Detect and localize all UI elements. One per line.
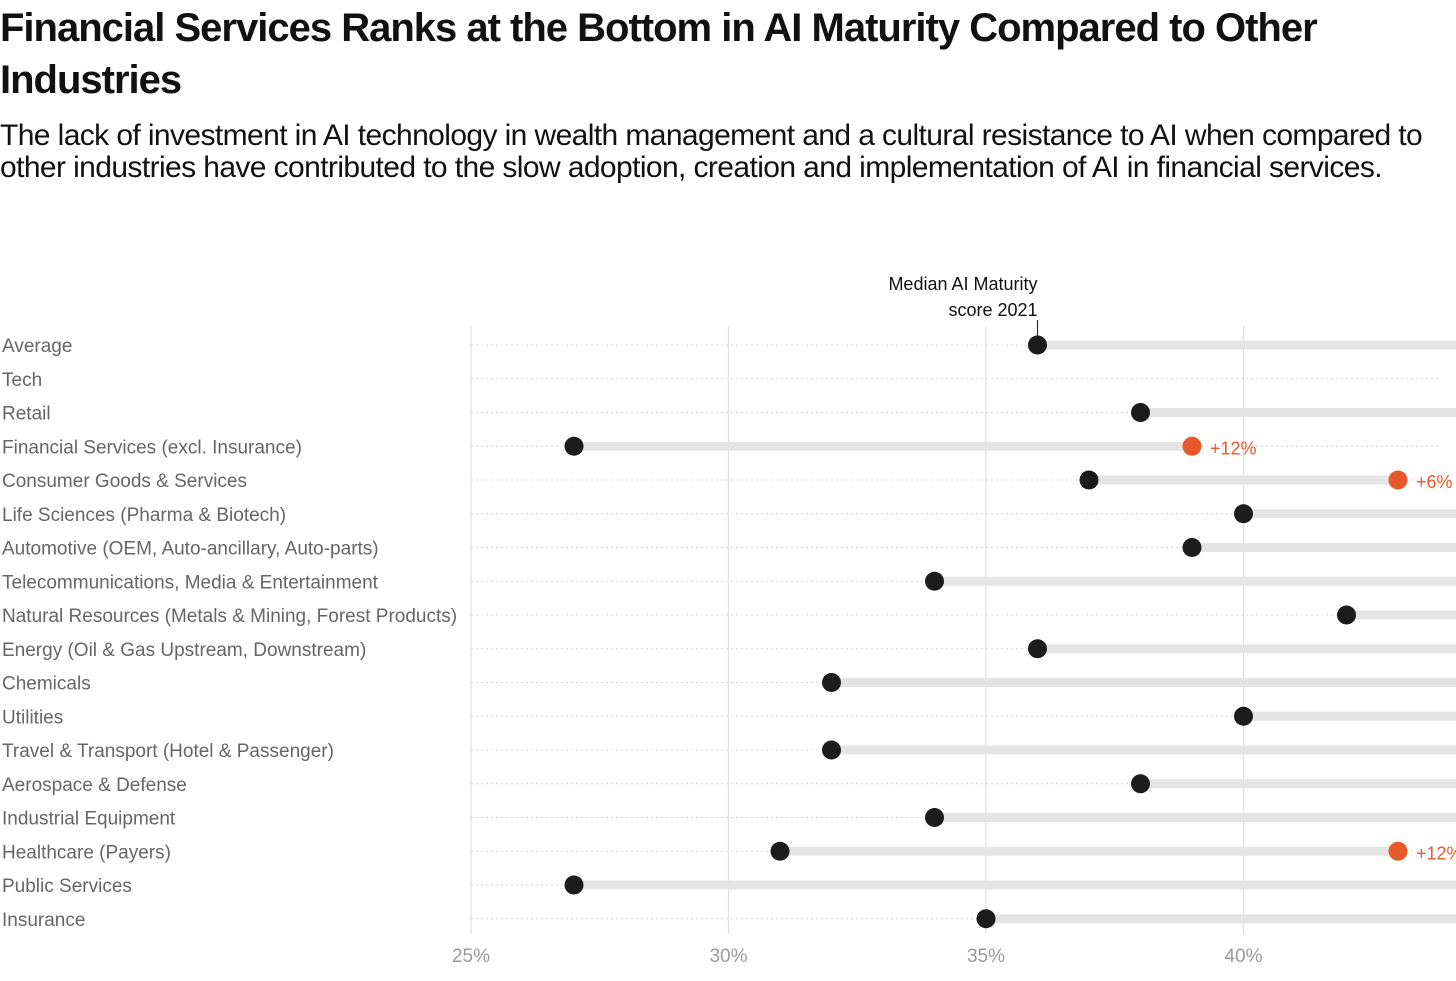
point-2021 [822, 740, 841, 760]
x-axis-ticks: 25%30%35%40%45%50%55%60% [452, 946, 1263, 967]
category-label: Tech [2, 370, 42, 391]
annotation-2021-line: Median AI Maturity [888, 274, 1037, 294]
point-2021 [770, 841, 790, 861]
point-2021 [1182, 538, 1202, 557]
point-2021 [1234, 504, 1253, 524]
category-label: Industrial Equipment [2, 809, 176, 830]
category-label: Automotive (OEM, Auto-ancillary, Auto-pa… [2, 539, 379, 560]
point-2021 [1131, 403, 1150, 422]
grid-lines [470, 326, 1440, 934]
category-label: Public Services [2, 876, 132, 897]
category-label: Travel & Transport (Hotel & Passenger) [2, 741, 334, 762]
category-label: Aerospace & Defense [2, 775, 187, 796]
point-2021 [1079, 470, 1099, 490]
category-label: Chemicals [2, 674, 91, 695]
delta-label: +12% [1416, 843, 1456, 863]
data-points [564, 335, 1408, 929]
x-tick-label: 35% [967, 946, 1005, 967]
category-label: Utilities [2, 707, 63, 728]
category-label: Natural Resources (Metals & Mining, Fore… [2, 606, 457, 627]
chart-subtitle: The lack of investment in AI technology … [0, 119, 1423, 184]
point-2024 [1182, 436, 1202, 456]
category-label: Retail [2, 404, 51, 425]
range-bars [574, 340, 1456, 924]
category-label: Average [2, 336, 72, 357]
point-2021 [1028, 335, 1047, 355]
point-2021 [1131, 774, 1150, 794]
delta-label: +12% [1210, 438, 1257, 458]
x-tick-label: 40% [1224, 946, 1262, 967]
point-2021 [925, 571, 944, 591]
chart-title: Financial Services Ranks at the Bottom i… [0, 6, 1318, 102]
point-2024 [1388, 470, 1408, 490]
annotation-2021-line: score 2021 [948, 300, 1037, 320]
x-tick-label: 25% [452, 946, 490, 967]
category-label: Financial Services (excl. Insurance) [2, 437, 302, 458]
x-tick-label: 30% [709, 946, 747, 967]
category-label: Telecommunications, Media & Entertainmen… [2, 572, 379, 593]
category-label: Healthcare (Payers) [2, 842, 171, 863]
point-2021 [1337, 605, 1356, 625]
delta-label: +6% [1416, 472, 1453, 492]
category-label: Life Sciences (Pharma & Biotech) [2, 505, 286, 526]
point-2021 [1028, 639, 1047, 659]
point-2021 [564, 875, 584, 895]
category-label: Consumer Goods & Services [2, 471, 247, 492]
point-2021 [1234, 706, 1253, 726]
point-2021 [822, 673, 841, 692]
category-label: Insurance [2, 910, 85, 931]
category-label: Energy (Oil & Gas Upstream, Downstream) [2, 640, 366, 661]
point-2021 [976, 909, 996, 929]
row-labels: Average+14%Tech+6%Retail+15%Financial Se… [2, 336, 1456, 931]
point-2021 [925, 808, 944, 827]
point-2024 [1388, 841, 1408, 861]
point-2021 [564, 436, 584, 456]
